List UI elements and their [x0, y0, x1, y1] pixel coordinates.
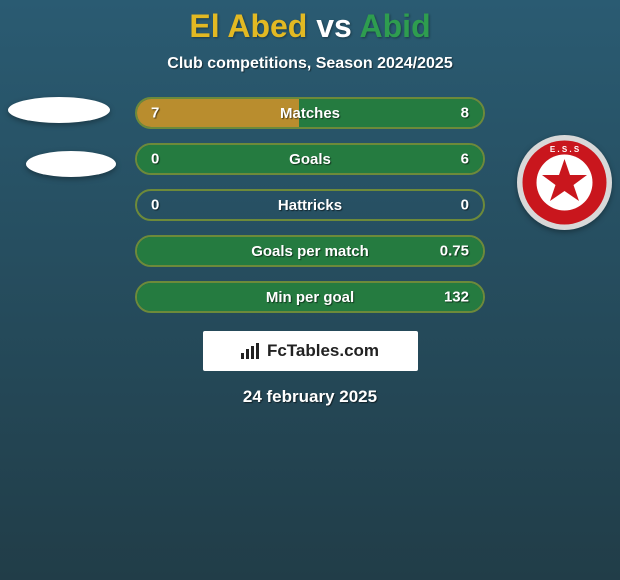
stat-value-left: 0: [151, 197, 159, 214]
subtitle: Club competitions, Season 2024/2025: [0, 55, 620, 97]
stat-row: 0 Goals 6: [135, 143, 485, 175]
stat-fill-left: [137, 99, 299, 127]
stat-label: Goals per match: [251, 243, 369, 260]
svg-text:E . S . S: E . S . S: [550, 145, 580, 154]
root-container: El Abed vs Abid Club competitions, Seaso…: [0, 0, 620, 580]
stat-label: Goals: [289, 151, 331, 168]
watermark-text: FcTables.com: [267, 341, 379, 361]
page-title: El Abed vs Abid: [0, 0, 620, 55]
stat-label: Min per goal: [266, 289, 354, 306]
stat-value-right: 8: [461, 105, 469, 122]
bar-chart-icon: [241, 343, 261, 359]
player1-placeholder-icon: [8, 97, 116, 177]
date-label: 24 february 2025: [0, 387, 620, 407]
stat-value-right: 6: [461, 151, 469, 168]
club-badge-icon: E . S . S: [517, 135, 612, 230]
main-area: E . S . S 7 Matches 8 0 Goals 6 0 Hattricks 0 Goa…: [0, 97, 620, 407]
watermark: FcTables.com: [203, 331, 418, 371]
stat-row: Goals per match 0.75: [135, 235, 485, 267]
stat-value-right: 0: [461, 197, 469, 214]
ellipse-icon: [8, 97, 110, 123]
player2-club-badge: E . S . S: [517, 97, 612, 230]
title-player2: Abid: [360, 8, 431, 44]
stat-label: Matches: [280, 105, 340, 122]
ellipse-icon: [26, 151, 116, 177]
stat-label: Hattricks: [278, 197, 342, 214]
stat-value-right: 0.75: [440, 243, 469, 260]
stat-row: Min per goal 132: [135, 281, 485, 313]
title-vs: vs: [316, 8, 352, 44]
stat-value-right: 132: [444, 289, 469, 306]
stats-list: 7 Matches 8 0 Goals 6 0 Hattricks 0 Goals per mat…: [135, 97, 485, 313]
stat-row: 0 Hattricks 0: [135, 189, 485, 221]
stat-row: 7 Matches 8: [135, 97, 485, 129]
stat-value-left: 7: [151, 105, 159, 122]
title-player1: El Abed: [189, 8, 307, 44]
stat-value-left: 0: [151, 151, 159, 168]
